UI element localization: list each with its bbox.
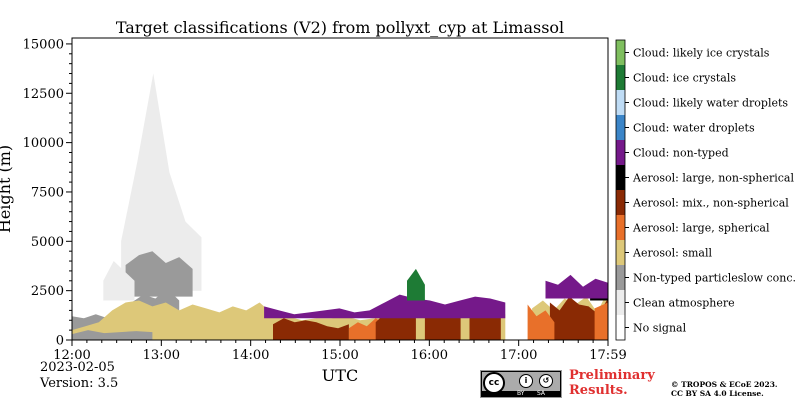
legend-swatch-0 bbox=[616, 315, 625, 340]
y-axis: 0 2500 5000 7500 10000 12500 15000 bbox=[23, 37, 72, 349]
legend: Cloud: likely ice crystals Cloud: ice cry… bbox=[615, 39, 796, 341]
legend-swatch-3 bbox=[616, 240, 625, 265]
class-region-13 bbox=[407, 268, 425, 301]
legend-label-5: Aerosol: mix., non-spherical bbox=[632, 197, 789, 210]
cc-by-label: BY bbox=[517, 390, 525, 397]
legend-label-4: Aerosol: large, spherical bbox=[632, 222, 770, 235]
legend-swatch-1 bbox=[616, 290, 625, 315]
x-tick-label-4: 16:00 bbox=[411, 348, 448, 363]
x-axis: 12:00 13:00 14:00 15:00 16:00 17:00 17:59 bbox=[53, 340, 627, 363]
copyright-line-2: CC BY SA 4.0 License. bbox=[671, 389, 764, 398]
preliminary-line-2: Results. bbox=[569, 383, 628, 398]
x-tick-label-2: 14:00 bbox=[232, 348, 269, 363]
class-region-1 bbox=[72, 300, 273, 340]
y-tick-label-6: 15000 bbox=[23, 37, 64, 52]
class-region-12 bbox=[264, 294, 506, 319]
class-region-2 bbox=[72, 330, 153, 340]
class-region-3 bbox=[121, 73, 202, 291]
chart-title: Target classifications (V2) from pollyxt… bbox=[116, 18, 564, 37]
legend-label-7: Cloud: non-typed bbox=[633, 147, 729, 160]
creative-commons-icon: cc bbox=[483, 372, 505, 394]
legend-swatch-6 bbox=[616, 165, 625, 190]
copyright-line-1: © TROPOS & ECoE 2023. bbox=[671, 380, 778, 389]
x-tick-label-0: 12:00 bbox=[53, 348, 90, 363]
x-tick-label-3: 15:00 bbox=[321, 348, 358, 363]
legend-label-0: No signal bbox=[633, 322, 687, 335]
y-tick-label-4: 10000 bbox=[23, 136, 64, 151]
legend-label-8: Cloud: water droplets bbox=[633, 122, 755, 135]
legend-label-6: Aerosol: large, non-spherical bbox=[632, 172, 794, 185]
legend-frame bbox=[615, 39, 626, 341]
class-region-19 bbox=[545, 274, 608, 299]
x-tick-label-1: 13:00 bbox=[143, 348, 180, 363]
legend-swatch-8 bbox=[616, 115, 625, 140]
preliminary-line-1: Preliminary bbox=[569, 368, 655, 383]
attribution-icon: i bbox=[519, 374, 533, 388]
x-tick-label-6: 17:59 bbox=[589, 348, 626, 363]
legend-label-2: Non-typed particleslow conc. bbox=[633, 272, 796, 285]
class-region-7 bbox=[273, 318, 349, 340]
y-tick-label-3: 7500 bbox=[31, 185, 64, 200]
version-label: Version: 3.5 bbox=[40, 376, 119, 391]
y-tick-label-2: 5000 bbox=[31, 235, 64, 250]
class-region-16 bbox=[527, 304, 555, 340]
legend-label-3: Aerosol: small bbox=[632, 247, 712, 260]
y-tick-label-5: 12500 bbox=[23, 87, 64, 102]
legend-swatch-11 bbox=[616, 40, 625, 65]
date-label: 2023-02-05 bbox=[40, 360, 115, 375]
legend-label-1: Clean atmosphere bbox=[633, 297, 735, 310]
legend-label-11: Cloud: likely ice crystals bbox=[633, 47, 770, 60]
legend-label-9: Cloud: likely water droplets bbox=[633, 97, 788, 110]
copyright-notice: © TROPOS & ECoE 2023. CC BY SA 4.0 Licen… bbox=[671, 380, 778, 398]
x-tick-label-5: 17:00 bbox=[500, 348, 537, 363]
x-axis-label: UTC bbox=[322, 366, 358, 385]
legend-swatch-2 bbox=[616, 265, 625, 290]
share-alike-icon: ↺ bbox=[539, 374, 553, 388]
legend-swatch-5 bbox=[616, 190, 625, 215]
legend-swatch-7 bbox=[616, 140, 625, 165]
y-axis-label: Height (m) bbox=[0, 145, 14, 233]
class-region-4 bbox=[125, 251, 193, 297]
cc-sa-label: SA bbox=[537, 390, 546, 397]
cc-license-badge: cc i ↺ BY SA bbox=[480, 370, 562, 398]
plot-area bbox=[72, 73, 608, 340]
class-region-15 bbox=[549, 296, 608, 340]
class-region-17 bbox=[594, 302, 608, 340]
legend-swatch-9 bbox=[616, 90, 625, 115]
legend-swatch-10 bbox=[616, 65, 625, 90]
class-region-5 bbox=[103, 261, 135, 301]
preliminary-notice: Preliminary Results. bbox=[569, 368, 655, 398]
y-tick-label-1: 2500 bbox=[31, 284, 64, 299]
legend-label-10: Cloud: ice crystals bbox=[633, 72, 736, 85]
legend-swatch-4 bbox=[616, 215, 625, 240]
y-tick-label-0: 0 bbox=[56, 334, 64, 349]
